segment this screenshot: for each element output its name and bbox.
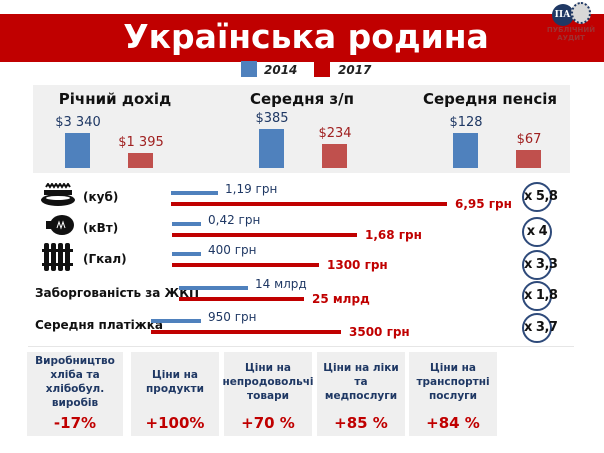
logo: ПА ПУБЛІЧНИЙ АУДИТ (540, 2, 602, 60)
category-label: Річний дохід (58, 90, 172, 108)
gas-burner-icon (40, 182, 76, 207)
value-2017: 1,68 грн (365, 228, 422, 242)
growth-factor-badge: x 5,8 (522, 182, 558, 212)
legend-swatch-2014 (241, 61, 257, 77)
box-value: +70 % (241, 414, 295, 432)
box-title: Ціни на непродовольчі товари (222, 362, 314, 402)
value-2014: 14 млрд (255, 277, 307, 291)
value-2014: 1,19 грн (225, 182, 278, 196)
box-value: +84 % (426, 414, 480, 432)
page-title: Українська родина (123, 17, 489, 56)
category-label: Середня з/п (250, 90, 354, 108)
bar-2014 (259, 129, 284, 168)
row-label: Заборгованість за ЖКП (35, 286, 200, 300)
bar-2017 (172, 233, 357, 237)
row-label: (куб) (83, 190, 119, 204)
price-change-box: Виробництво хліба та хлібобул. виробів -1… (27, 352, 123, 436)
price-change-box: Ціни на непродовольчі товари +70 % (222, 352, 314, 436)
row-label: (Гкал) (83, 252, 127, 266)
bar-2014 (172, 222, 201, 226)
price-change-box: Ціни на ліки та медпослуги +85 % (317, 352, 405, 436)
growth-factor-badge: x 1,8 (522, 281, 558, 311)
logo-initials: ПА (551, 4, 574, 26)
bar-2014 (179, 286, 248, 290)
bar-2014 (65, 133, 90, 168)
value-2017: 1300 грн (327, 258, 388, 272)
growth-factor-badge: x 4 (522, 217, 552, 247)
bar-2017 (128, 153, 153, 168)
fingerprint-icon (570, 2, 591, 24)
box-title: Ціни на продукти (146, 369, 204, 395)
bar-2017 (322, 144, 347, 168)
logo-text: АУДИТ (557, 34, 585, 42)
box-title: Виробництво хліба та хлібобул. виробів (35, 355, 115, 409)
bar-2017 (171, 202, 447, 206)
price-change-box: Ціни на транспортні послуги +84 % (409, 352, 497, 436)
income-panel (33, 85, 570, 173)
bar-2017 (179, 297, 304, 301)
bar-value-label: $128 (449, 115, 483, 130)
box-title: Ціни на ліки та медпослуги (323, 362, 399, 402)
value-2017: 3500 грн (349, 325, 410, 339)
box-value: +85 % (334, 414, 388, 432)
bar-value-label: $67 (516, 132, 542, 147)
value-2014: 0,42 грн (208, 213, 261, 227)
box-title: Ціни на транспортні послуги (416, 362, 490, 402)
value-2014: 400 грн (208, 243, 257, 257)
box-value: -17% (53, 414, 97, 432)
bar-value-label: $385 (255, 111, 289, 126)
legend-label-2014: 2014 (264, 63, 298, 77)
box-value: +100% (145, 414, 205, 432)
bar-2014 (453, 133, 478, 168)
category-label: Середня пенсія (423, 90, 557, 108)
bar-value-label: $1 395 (118, 135, 164, 150)
bar-2014 (171, 191, 218, 195)
value-2014: 950 грн (208, 310, 257, 324)
bar-value-label: $3 340 (55, 115, 101, 130)
radiator-icon (42, 241, 74, 273)
bar-value-label: $234 (318, 126, 352, 141)
divider (28, 346, 574, 347)
value-2017: 6,95 грн (455, 197, 512, 211)
growth-factor-badge: x 3,3 (522, 250, 558, 280)
light-bulb-icon (44, 213, 76, 237)
logo-text: ПУБЛІЧНИЙ (546, 26, 596, 34)
bar-2017 (151, 330, 341, 334)
bar-2014 (151, 319, 201, 323)
growth-factor-badge: x 3,7 (522, 313, 558, 343)
bar-2017 (172, 263, 319, 267)
legend-swatch-2017 (314, 61, 330, 77)
bar-2017 (516, 150, 541, 168)
price-change-box: Ціни на продукти +100% (131, 352, 219, 436)
row-label: (кВт) (83, 221, 119, 235)
legend-label-2017: 2017 (338, 63, 372, 77)
row-label: Середня платіжка (35, 318, 163, 332)
bar-2014 (172, 252, 201, 256)
value-2017: 25 млрд (312, 292, 370, 306)
title-bar (0, 14, 604, 62)
